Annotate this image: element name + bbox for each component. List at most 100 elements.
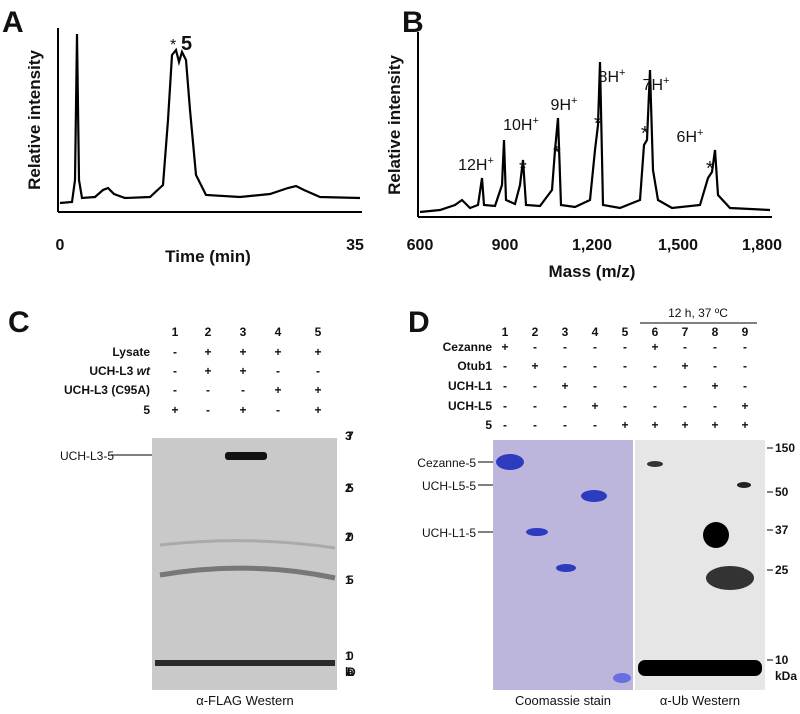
row-label: 5 xyxy=(143,403,150,417)
sign: - xyxy=(503,359,507,373)
sign: + xyxy=(204,345,211,359)
label: 5 xyxy=(485,418,492,432)
sign: - xyxy=(683,399,687,413)
panel-label: D xyxy=(408,306,430,339)
sign: - xyxy=(743,359,747,373)
lane-number: 7 xyxy=(682,325,689,339)
marker-label: 10 xyxy=(345,649,354,663)
label: Otub1 xyxy=(457,359,492,373)
band xyxy=(613,673,631,683)
y-axis-label: Relative intensity xyxy=(385,55,404,195)
row-label: UCH-L5 xyxy=(448,399,492,413)
lane-number: 2 xyxy=(205,325,212,339)
sign: - xyxy=(593,379,597,393)
sign: + xyxy=(621,418,628,432)
band xyxy=(159,539,336,550)
x-tick-label: 1,500 xyxy=(658,237,698,254)
sign: - xyxy=(683,379,687,393)
sign: - xyxy=(316,364,320,378)
band-label: UCH-L3-5 xyxy=(60,449,114,463)
sign: - xyxy=(593,418,597,432)
sign: + xyxy=(741,418,748,432)
y-axis-label: Relative intensity xyxy=(25,50,44,190)
sign: - xyxy=(713,359,717,373)
lane-number: 6 xyxy=(652,325,659,339)
x-tick-label: 0 xyxy=(56,237,65,254)
marker-label: 15 xyxy=(345,573,354,587)
lane-number: 9 xyxy=(742,325,749,339)
sign: - xyxy=(533,340,537,354)
sign: + xyxy=(561,379,568,393)
caption: Coomassie stain xyxy=(515,693,611,708)
sign: + xyxy=(741,399,748,413)
spectrum xyxy=(419,61,771,214)
sign: - xyxy=(276,364,280,378)
label: Lysate xyxy=(112,345,150,359)
sign: - xyxy=(563,340,567,354)
peak-label: 9H+ xyxy=(551,95,578,114)
sign: - xyxy=(623,359,627,373)
panel-label: C xyxy=(8,306,30,339)
charge: + xyxy=(571,95,577,107)
star: * xyxy=(594,113,602,135)
row-label: Lysate xyxy=(112,345,150,359)
sign: - xyxy=(173,383,177,397)
sign: - xyxy=(743,379,747,393)
caption: α-Ub Western xyxy=(660,693,740,708)
star: * xyxy=(519,158,527,180)
x-tick-label: 600 xyxy=(407,237,434,254)
row-label: UCH-L1 xyxy=(448,379,492,393)
sign: + xyxy=(274,345,281,359)
sign: + xyxy=(239,364,246,378)
band xyxy=(159,565,336,581)
sign: - xyxy=(206,383,210,397)
peak-label: 6H+ xyxy=(677,127,704,146)
band xyxy=(496,454,524,470)
marker-label: 10 xyxy=(775,653,789,667)
sign: + xyxy=(711,418,718,432)
sign: - xyxy=(563,359,567,373)
sign: - xyxy=(503,399,507,413)
lane-number: 1 xyxy=(502,325,509,339)
sign: + xyxy=(711,379,718,393)
sign: - xyxy=(173,345,177,359)
lane-number: 4 xyxy=(275,325,282,339)
sign: - xyxy=(713,340,717,354)
band xyxy=(155,660,335,666)
sign: - xyxy=(623,399,627,413)
band-label: UCH-L1-5 xyxy=(422,526,476,540)
marker-label: 150 xyxy=(775,441,795,455)
sign: - xyxy=(173,364,177,378)
sign: - xyxy=(563,399,567,413)
row-label: Otub1 xyxy=(457,359,492,373)
sign: + xyxy=(531,359,538,373)
band xyxy=(526,528,548,536)
sign: - xyxy=(241,383,245,397)
label: Cezanne xyxy=(443,340,493,354)
sign: - xyxy=(533,399,537,413)
sign: - xyxy=(593,340,597,354)
sign: - xyxy=(533,379,537,393)
marker-label: 25 xyxy=(775,563,789,577)
sign: - xyxy=(653,379,657,393)
sign: + xyxy=(314,383,321,397)
label: UCH-L1 xyxy=(448,379,492,393)
band xyxy=(556,564,576,572)
x-axis-label: Mass (m/z) xyxy=(549,262,636,281)
row-label: Cezanne xyxy=(443,340,493,354)
marker-label: 37 xyxy=(345,429,354,443)
sign: + xyxy=(501,340,508,354)
marker-label: 20 xyxy=(345,530,354,544)
peak-label: 10H+ xyxy=(503,115,539,134)
charge: + xyxy=(663,75,669,87)
sign: - xyxy=(593,359,597,373)
label: UCH-L3 (C95A) xyxy=(64,383,150,397)
annotation: 5 xyxy=(181,33,192,55)
charge: + xyxy=(532,115,538,127)
row-label: 5 xyxy=(485,418,492,432)
ion: 10H xyxy=(503,117,532,134)
band xyxy=(225,452,267,460)
ion: 8H xyxy=(599,69,619,86)
sign: - xyxy=(743,340,747,354)
